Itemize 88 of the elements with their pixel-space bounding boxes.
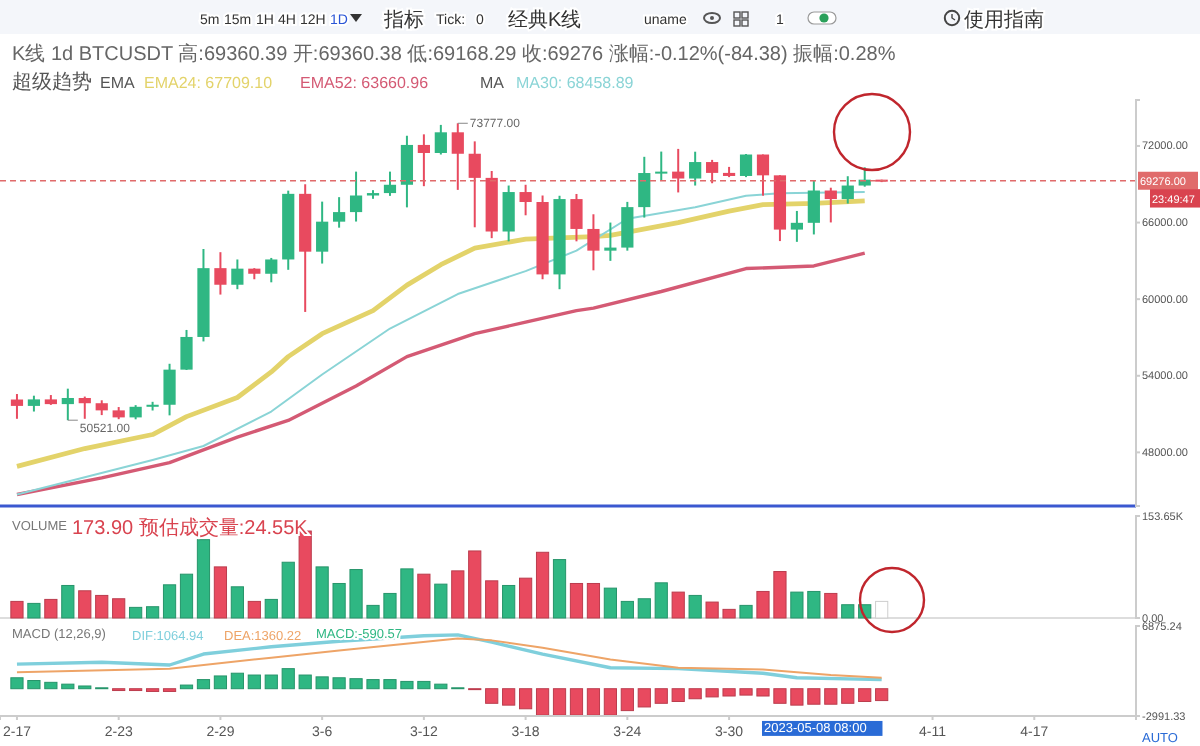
annotation: 173.90 预估成交量:24.55K (72, 516, 309, 540)
bar (535, 688, 550, 716)
candlestick (214, 251, 227, 296)
bar (145, 606, 160, 619)
candlestick (655, 150, 668, 182)
text: EMA (100, 74, 136, 92)
bar (502, 584, 516, 619)
candlestick (621, 200, 634, 252)
bar (213, 566, 228, 619)
candlestick (333, 196, 346, 229)
candlestick (689, 150, 702, 187)
bar (230, 672, 244, 690)
candlestick (417, 133, 430, 188)
candlestick (78, 395, 91, 420)
candlestick (519, 183, 532, 217)
candlestick (163, 362, 176, 417)
candlestick (790, 209, 803, 243)
candlestick (858, 166, 871, 188)
bar (620, 600, 634, 619)
candlestick (570, 192, 583, 243)
candlestick (739, 153, 753, 179)
bar (603, 587, 617, 619)
bar (671, 591, 685, 619)
bar (688, 594, 702, 619)
text: 指标 (382, 8, 424, 32)
bar (875, 688, 889, 702)
candlestick (841, 175, 854, 205)
bar (213, 675, 228, 690)
text: K线 1d BTCUSDT 高:69360.39 开:69360.38 低:69168.29 收:69276 涨幅:-0.12%(-84.38) 振幅:0.28% (12, 42, 896, 66)
candlestick (468, 140, 481, 229)
bar (417, 573, 431, 619)
bar (502, 688, 516, 706)
bar (61, 584, 75, 619)
bar (739, 604, 753, 619)
bar (247, 674, 261, 690)
candlestick (604, 221, 617, 262)
bar (875, 600, 889, 619)
candlestick (10, 393, 24, 420)
candlestick (824, 186, 837, 224)
bar (179, 573, 194, 619)
candlestick (502, 184, 515, 243)
candlestick (587, 213, 600, 272)
bar (519, 577, 533, 619)
bar (196, 679, 211, 690)
bar (27, 602, 41, 619)
candlestick (400, 134, 414, 209)
candlestick (451, 122, 464, 191)
text: EMA24: 67709.10 (144, 74, 274, 92)
bar (620, 688, 634, 712)
candlestick (61, 387, 74, 422)
text: 经典K线 (508, 8, 582, 32)
candlestick (638, 155, 651, 219)
text: MA30: 68458.89 (516, 74, 635, 92)
candlestick (316, 200, 329, 265)
line-series (15, 251, 867, 497)
bar (535, 551, 550, 619)
candlestick (349, 170, 363, 223)
candlestick (672, 147, 685, 194)
text: MA (480, 74, 506, 92)
candlestick (231, 258, 244, 291)
bar (44, 598, 58, 619)
candlestick (756, 153, 770, 197)
candlestick (180, 328, 193, 372)
bar (586, 688, 601, 716)
bar (247, 600, 261, 619)
bar (10, 600, 24, 619)
candlestick (383, 170, 397, 197)
bar (519, 688, 533, 710)
bar (230, 586, 244, 619)
candlestick (807, 179, 820, 236)
bar (112, 598, 126, 619)
bar (569, 582, 584, 619)
text: 使用指南 (964, 8, 1044, 32)
bar (569, 688, 584, 716)
candlestick (434, 123, 447, 156)
bar (824, 592, 838, 619)
bar (162, 584, 177, 619)
bar (129, 606, 143, 619)
bar (586, 582, 601, 619)
bar (552, 688, 567, 716)
bar (196, 539, 211, 619)
bar (434, 583, 448, 619)
text: EMA52: 63660.96 (300, 74, 430, 92)
text: 超级趋势 (12, 70, 92, 94)
bar (603, 688, 617, 716)
candlestick (265, 256, 278, 284)
candlestick (706, 158, 719, 185)
bar (552, 559, 567, 619)
